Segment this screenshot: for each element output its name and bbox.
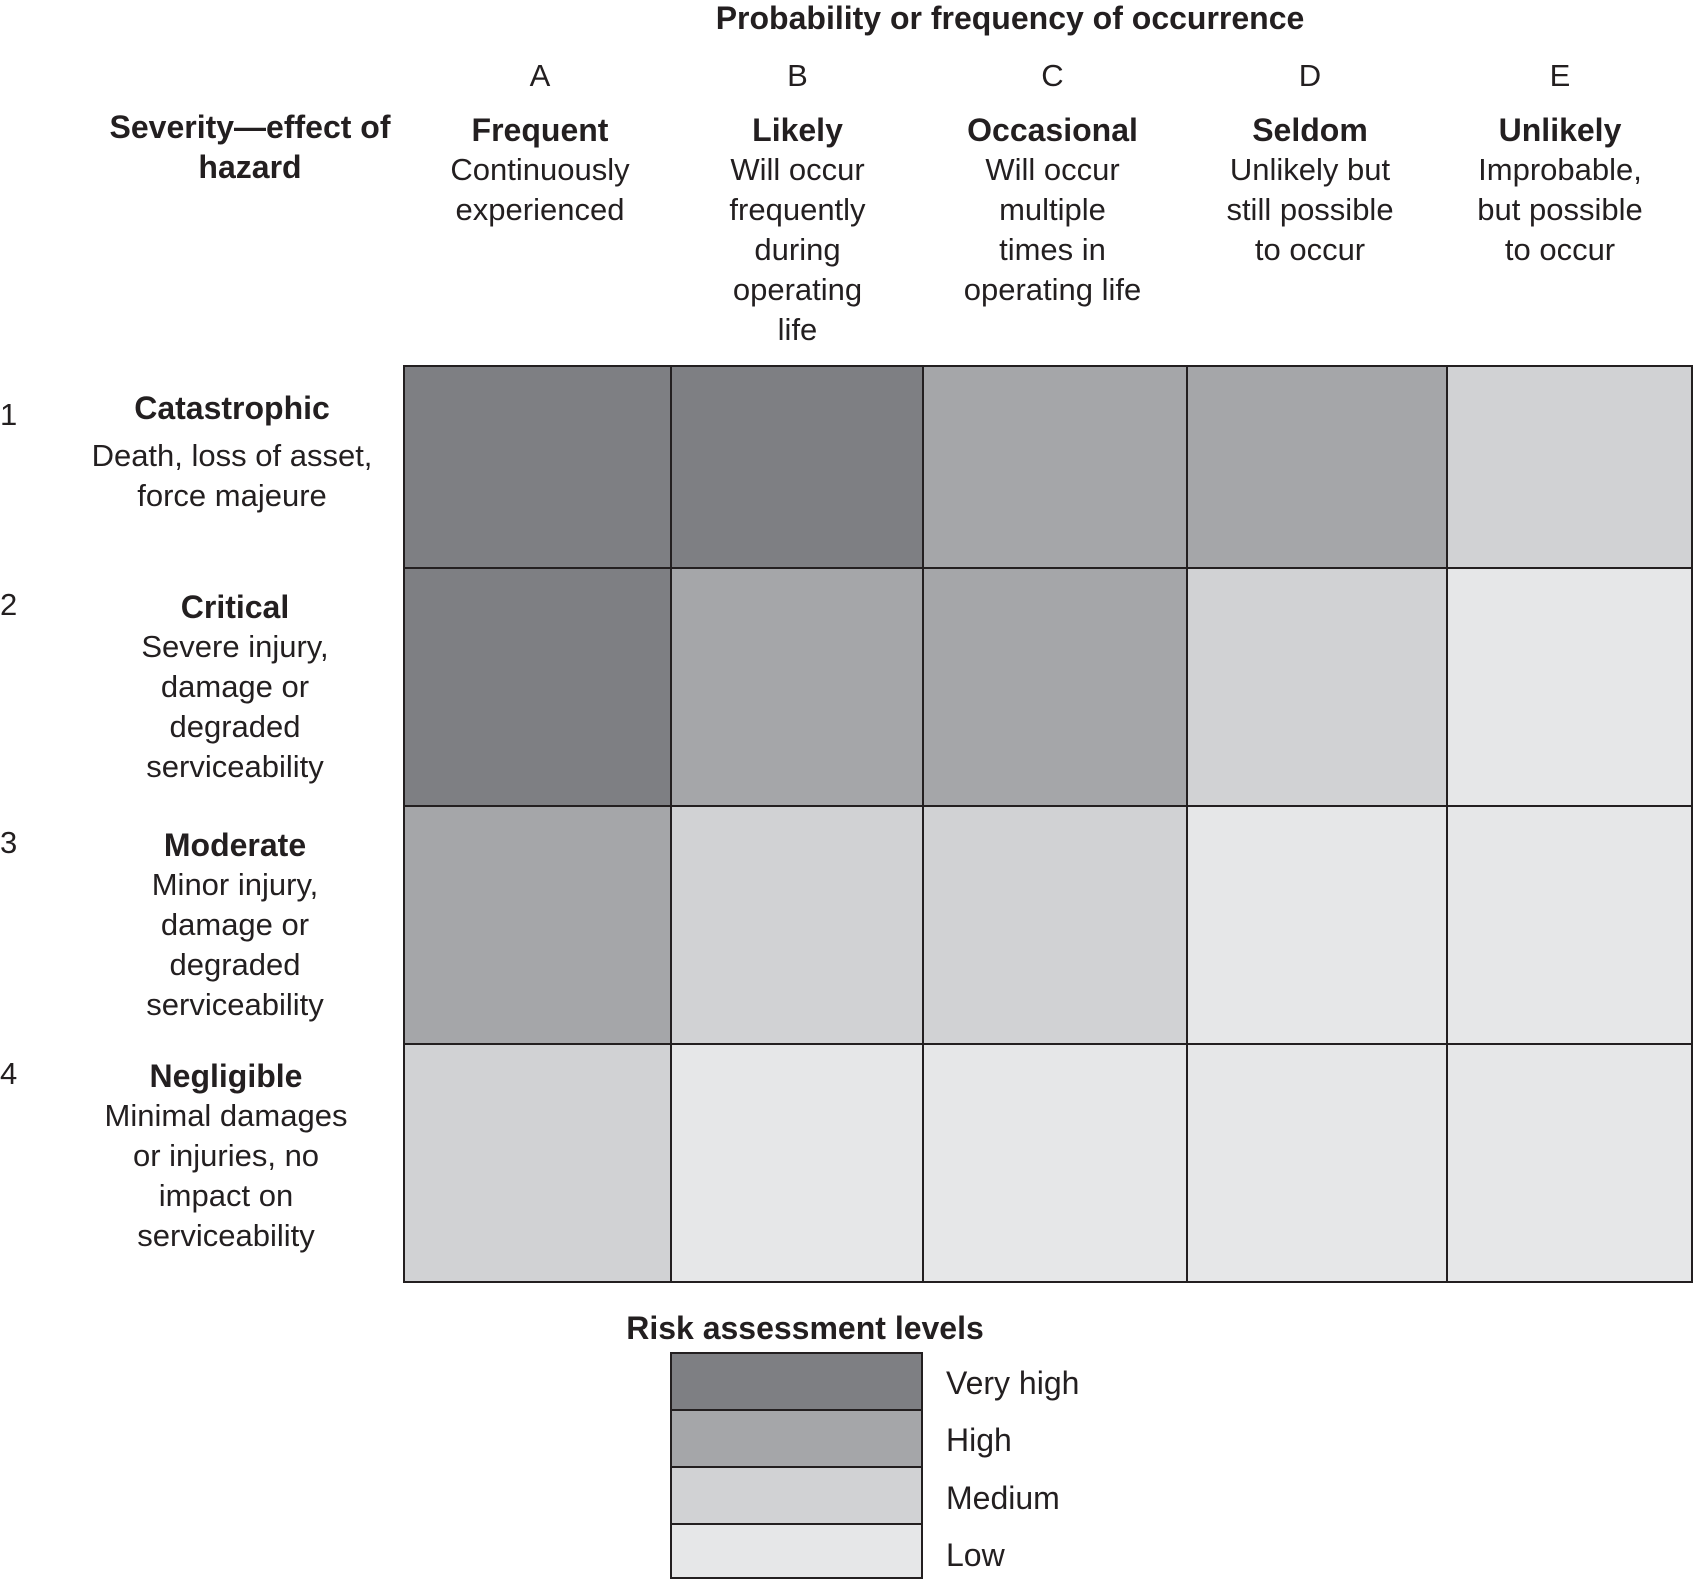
matrix-cell-2d xyxy=(1188,569,1448,807)
column-letter: B xyxy=(787,58,808,93)
legend-swatch-low xyxy=(670,1523,923,1579)
column-description: Unlikely but still possible to occur xyxy=(1226,152,1394,267)
matrix-cell-3a xyxy=(405,807,672,1045)
matrix-cell-4b xyxy=(672,1045,924,1281)
column-header-c: C Occasional Will occur multiple times i… xyxy=(925,56,1180,310)
column-name: Seldom xyxy=(1252,112,1368,148)
row-header-critical: Critical Severe injury, damage or degrad… xyxy=(85,587,385,787)
matrix-cell-1e xyxy=(1448,367,1691,569)
column-name: Occasional xyxy=(967,112,1138,148)
row-header-negligible: Negligible Minimal damages or injuries, … xyxy=(85,1056,367,1256)
column-description: Improbable, but possible to occur xyxy=(1477,152,1643,267)
column-letter: E xyxy=(1549,58,1571,93)
legend-label-low: Low xyxy=(946,1537,1005,1573)
row-name: Catastrophic xyxy=(134,390,330,426)
matrix-cell-2c xyxy=(924,569,1188,807)
legend-swatch-high xyxy=(670,1409,923,1468)
column-name: Likely xyxy=(752,112,843,148)
row-description: Minimal damages or injuries, no impact o… xyxy=(104,1098,348,1253)
row-number-4: 4 xyxy=(0,1056,18,1091)
matrix-cell-3e xyxy=(1448,807,1691,1045)
matrix-cell-3d xyxy=(1188,807,1448,1045)
row-number-1: 1 xyxy=(0,397,18,432)
row-header-moderate: Moderate Minor injury, damage or degrade… xyxy=(85,825,385,1025)
row-number-2: 2 xyxy=(0,587,18,622)
column-header-a: A Frequent Continuously experienced xyxy=(425,56,655,230)
legend-label-high: High xyxy=(946,1422,1012,1458)
column-header-b: B Likely Will occur frequently during op… xyxy=(680,56,915,350)
page-title: Probability or frequency of occurrence xyxy=(715,0,1305,36)
row-description: Death, loss of asset, force majeure xyxy=(91,438,373,513)
column-header-e: E Unlikely Improbable, but possible to o… xyxy=(1440,56,1680,270)
row-number-3: 3 xyxy=(0,825,18,860)
row-name: Moderate xyxy=(163,827,307,863)
matrix-cell-2a xyxy=(405,569,672,807)
matrix-cell-1d xyxy=(1188,367,1448,569)
column-header-d: D Seldom Unlikely but still possible to … xyxy=(1190,56,1430,270)
matrix-cell-2e xyxy=(1448,569,1691,807)
matrix-cell-3b xyxy=(672,807,924,1045)
column-letter: C xyxy=(1041,58,1064,93)
column-name: Unlikely xyxy=(1498,112,1622,148)
legend-title: Risk assessment levels xyxy=(626,1310,984,1346)
legend-label-very-high: Very high xyxy=(946,1365,1080,1401)
matrix-cell-4d xyxy=(1188,1045,1448,1281)
matrix-cell-4c xyxy=(924,1045,1188,1281)
row-name: Critical xyxy=(180,589,290,625)
legend-label-medium: Medium xyxy=(946,1480,1060,1516)
matrix-cell-1b xyxy=(672,367,924,569)
column-description: Will occur frequently during operating l… xyxy=(729,152,866,347)
column-name: Frequent xyxy=(471,112,609,148)
legend-swatch-very-high xyxy=(670,1352,923,1411)
severity-heading: Severity—effect of hazard xyxy=(109,109,391,185)
column-letter: D xyxy=(1298,58,1322,93)
matrix-cell-1a xyxy=(405,367,672,569)
column-letter: A xyxy=(529,58,551,93)
row-header-catastrophic: Catastrophic Death, loss of asset, force… xyxy=(72,388,392,516)
column-description: Continuously experienced xyxy=(450,152,630,227)
risk-matrix xyxy=(403,365,1693,1283)
matrix-cell-2b xyxy=(672,569,924,807)
matrix-cell-1c xyxy=(924,367,1188,569)
row-name: Negligible xyxy=(149,1058,303,1094)
column-description: Will occur multiple times in operating l… xyxy=(963,152,1142,307)
matrix-cell-4a xyxy=(405,1045,672,1281)
legend-swatch-medium xyxy=(670,1466,923,1525)
row-description: Severe injury, damage or degraded servic… xyxy=(141,629,329,784)
matrix-cell-3c xyxy=(924,807,1188,1045)
matrix-cell-4e xyxy=(1448,1045,1691,1281)
row-description: Minor injury, damage or degraded service… xyxy=(146,867,324,1022)
